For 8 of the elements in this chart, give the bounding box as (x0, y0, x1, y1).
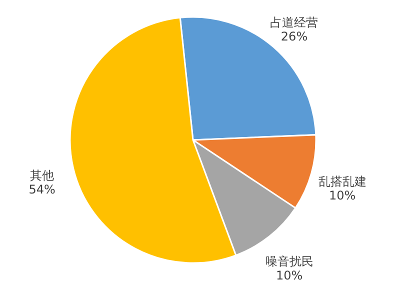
data-label: 54% (28, 182, 56, 196)
data-label: 10% (276, 268, 303, 282)
slice-label: 其他 (30, 168, 54, 182)
data-label: 10% (328, 188, 356, 203)
data-label: 26% (280, 30, 308, 44)
slice-label: 占道经营 (270, 16, 318, 30)
slice-label: 噪音扰民 (265, 254, 314, 268)
slice-label: 乱搭乱建 (318, 174, 366, 189)
